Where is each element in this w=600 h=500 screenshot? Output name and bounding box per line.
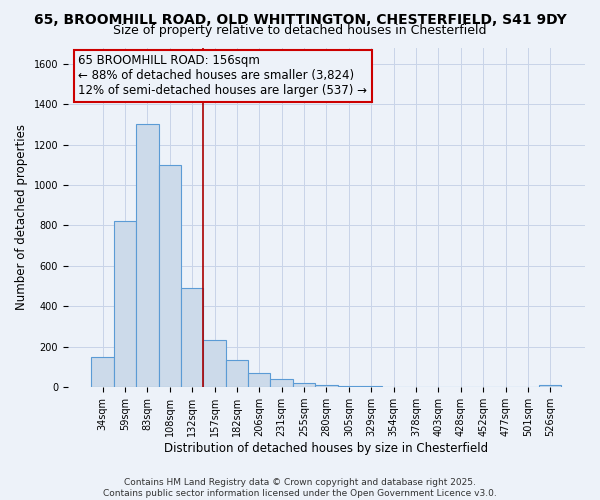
Bar (226, 360, 248, 387)
Bar (248, 373, 271, 387)
Bar (136, 124, 158, 387)
Bar (382, 386, 405, 387)
Bar (293, 383, 315, 387)
Bar (158, 165, 181, 387)
Text: Contains HM Land Registry data © Crown copyright and database right 2025.
Contai: Contains HM Land Registry data © Crown c… (103, 478, 497, 498)
Bar (91, 357, 114, 387)
Text: Size of property relative to detached houses in Chesterfield: Size of property relative to detached ho… (113, 24, 487, 37)
Y-axis label: Number of detached properties: Number of detached properties (15, 124, 28, 310)
Text: 65 BROOMHILL ROAD: 156sqm
← 88% of detached houses are smaller (3,824)
12% of se: 65 BROOMHILL ROAD: 156sqm ← 88% of detac… (78, 54, 367, 98)
Bar (338, 386, 360, 387)
Text: 65, BROOMHILL ROAD, OLD WHITTINGTON, CHESTERFIELD, S41 9DY: 65, BROOMHILL ROAD, OLD WHITTINGTON, CHE… (34, 12, 566, 26)
Bar (114, 222, 136, 387)
X-axis label: Distribution of detached houses by size in Chesterfield: Distribution of detached houses by size … (164, 442, 488, 455)
Bar (271, 379, 293, 387)
Bar (539, 385, 562, 387)
Bar (315, 385, 338, 387)
Bar (181, 288, 203, 387)
Bar (405, 386, 427, 387)
Bar (203, 340, 226, 387)
Bar (360, 386, 382, 387)
